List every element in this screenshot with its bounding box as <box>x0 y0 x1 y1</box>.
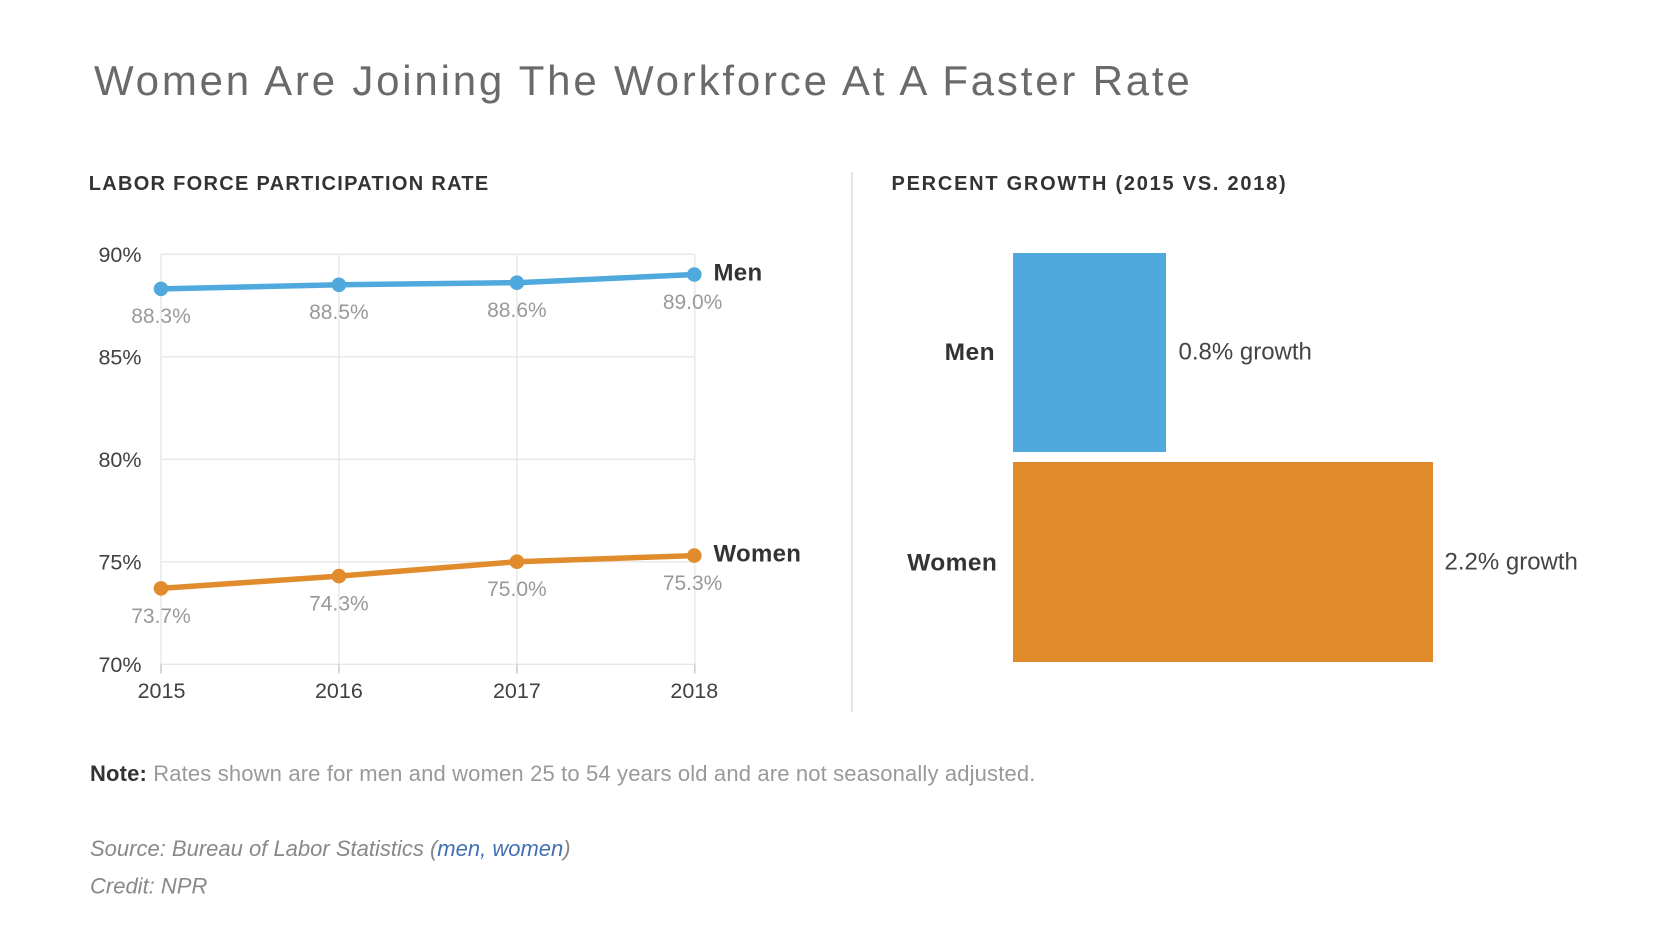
svg-text:73.7%: 73.7% <box>131 605 191 628</box>
svg-text:Note: Rates shown are for men: Note: Rates shown are for men and women … <box>90 761 1036 786</box>
svg-text:75.0%: 75.0% <box>487 578 547 601</box>
svg-text:70%: 70% <box>98 653 141 677</box>
svg-text:Men: Men <box>714 259 763 286</box>
svg-text:89.0%: 89.0% <box>663 291 723 314</box>
svg-text:PERCENT GROWTH (2015 VS. 2018): PERCENT GROWTH (2015 VS. 2018) <box>892 173 1288 195</box>
svg-text:80%: 80% <box>98 448 141 472</box>
svg-text:Credit: NPR: Credit: NPR <box>90 874 207 899</box>
svg-text:88.3%: 88.3% <box>131 305 191 328</box>
svg-text:Men: Men <box>945 339 996 366</box>
svg-text:90%: 90% <box>98 243 141 267</box>
svg-text:Women Are Joining The Workforc: Women Are Joining The Workforce At A Fas… <box>94 57 1193 104</box>
svg-text:Women: Women <box>714 541 802 568</box>
svg-text:74.3%: 74.3% <box>309 593 369 616</box>
svg-text:88.6%: 88.6% <box>487 299 547 322</box>
svg-text:2016: 2016 <box>315 679 363 703</box>
svg-text:2015: 2015 <box>138 679 186 703</box>
svg-text:2018: 2018 <box>670 679 718 703</box>
svg-text:Women: Women <box>907 549 997 576</box>
svg-text:85%: 85% <box>98 345 141 369</box>
svg-text:75.3%: 75.3% <box>663 572 723 595</box>
svg-text:2017: 2017 <box>493 679 541 703</box>
svg-text:88.5%: 88.5% <box>309 301 369 324</box>
svg-text:0.8% growth: 0.8% growth <box>1179 339 1312 366</box>
svg-text:2.2% growth: 2.2% growth <box>1445 549 1578 576</box>
svg-text:Source: Bureau of Labor Statis: Source: Bureau of Labor Statistics (men,… <box>90 836 571 861</box>
svg-text:75%: 75% <box>98 550 141 574</box>
svg-text:LABOR FORCE PARTICIPATION RATE: LABOR FORCE PARTICIPATION RATE <box>89 173 490 195</box>
